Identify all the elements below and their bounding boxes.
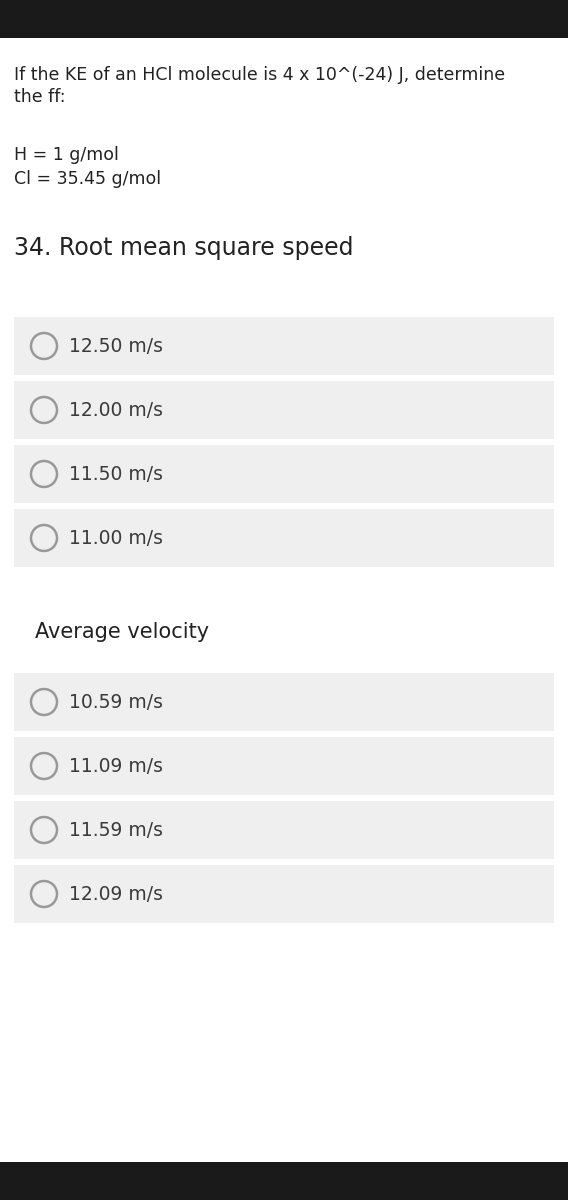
Text: Average velocity: Average velocity [35, 622, 209, 642]
Text: 34. Root mean square speed: 34. Root mean square speed [14, 236, 353, 260]
FancyBboxPatch shape [14, 673, 554, 731]
FancyBboxPatch shape [14, 802, 554, 859]
FancyBboxPatch shape [0, 1162, 568, 1200]
FancyBboxPatch shape [14, 445, 554, 503]
Text: H = 1 g/mol: H = 1 g/mol [14, 146, 119, 164]
Text: Cl = 35.45 g/mol: Cl = 35.45 g/mol [14, 170, 161, 188]
Text: 12.50 m/s: 12.50 m/s [69, 336, 163, 355]
FancyBboxPatch shape [0, 0, 568, 38]
Text: the ff:: the ff: [14, 88, 65, 106]
FancyBboxPatch shape [14, 509, 554, 566]
FancyBboxPatch shape [14, 317, 554, 374]
Text: If the KE of an HCl molecule is 4 x 10^(-24) J, determine: If the KE of an HCl molecule is 4 x 10^(… [14, 66, 505, 84]
FancyBboxPatch shape [14, 865, 554, 923]
Text: 11.09 m/s: 11.09 m/s [69, 756, 163, 775]
Text: 12.09 m/s: 12.09 m/s [69, 884, 163, 904]
Text: 11.50 m/s: 11.50 m/s [69, 464, 163, 484]
FancyBboxPatch shape [14, 382, 554, 439]
Text: 11.59 m/s: 11.59 m/s [69, 821, 163, 840]
Text: 10.59 m/s: 10.59 m/s [69, 692, 163, 712]
Text: 12.00 m/s: 12.00 m/s [69, 401, 163, 420]
FancyBboxPatch shape [14, 737, 554, 794]
Text: 11.00 m/s: 11.00 m/s [69, 528, 163, 547]
